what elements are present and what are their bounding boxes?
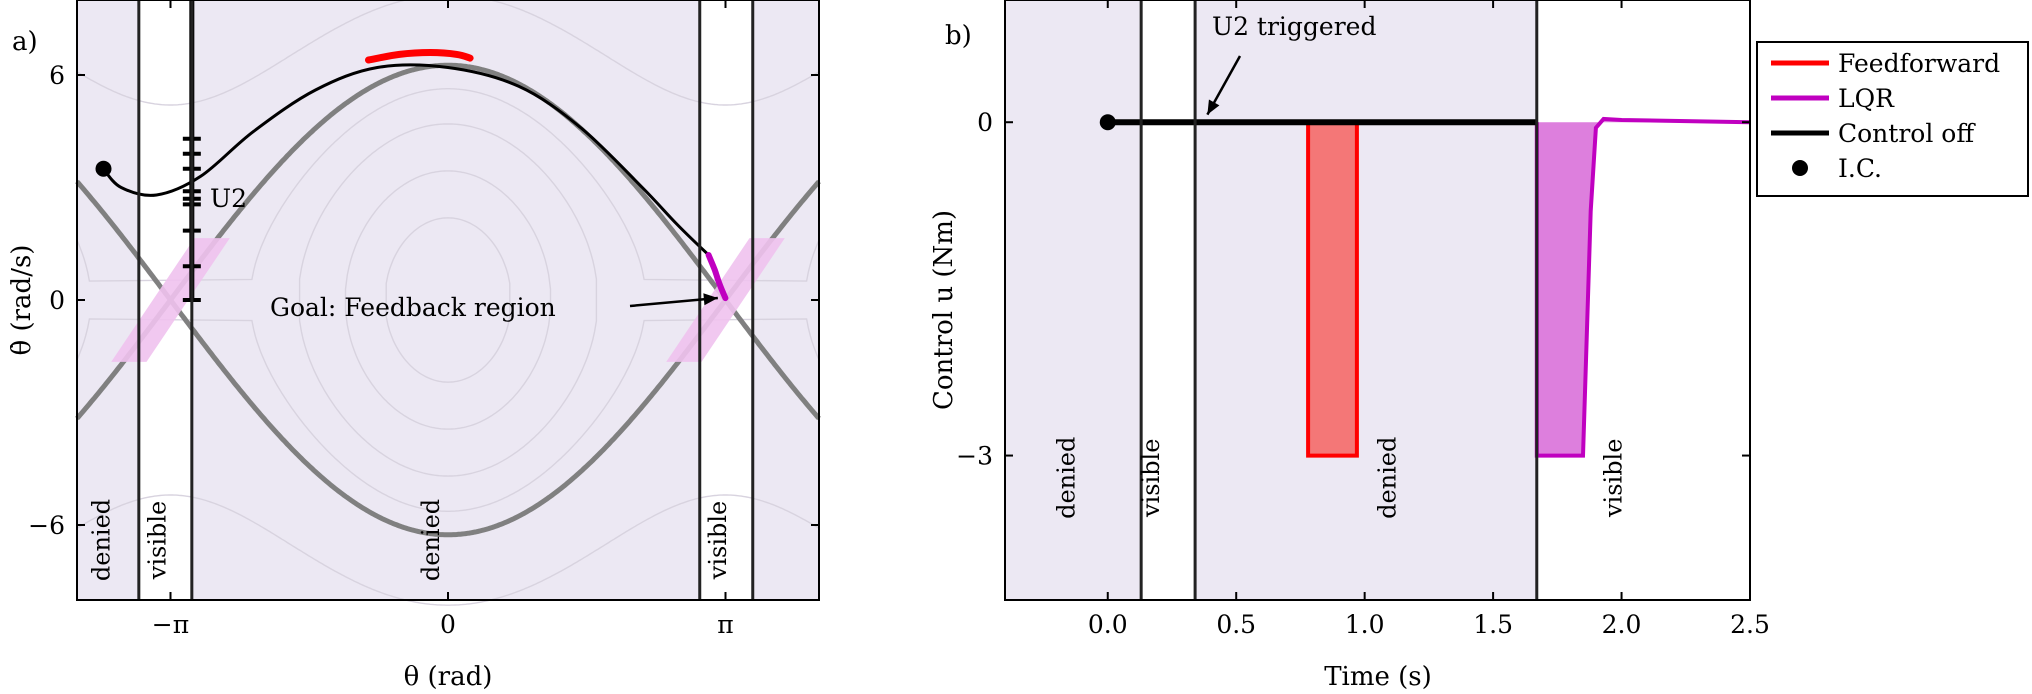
legend-swatch-3 [1792, 160, 1808, 176]
x-tick-label: 1.0 [1345, 610, 1385, 639]
region-denied [1195, 0, 1537, 600]
energy-contour [344, 170, 552, 430]
region-visible [1141, 0, 1196, 600]
lqr-line [1534, 116, 1751, 458]
y-tick-label: −3 [956, 442, 993, 471]
x-tick-label: 0 [440, 610, 456, 639]
x-tick-label: 2.5 [1730, 610, 1770, 639]
panel-a-regions [77, 0, 819, 600]
u2-label: U2 [210, 184, 247, 213]
feedforward-line [1306, 122, 1359, 458]
initial-condition-dot [95, 160, 112, 177]
feedback-region [111, 238, 230, 362]
panel-b-region-labels: denied visible denied visible [1052, 437, 1627, 519]
legend-label-3: I.C. [1838, 154, 1882, 183]
region-label-denied: denied [1374, 437, 1402, 519]
legend-label-1: LQR [1838, 84, 1895, 113]
initial-condition-dot [1099, 114, 1116, 131]
trajectory-control-off [102, 63, 710, 257]
legend-label-0: Feedforward [1838, 49, 2000, 78]
goal-arrow-head [703, 293, 718, 306]
legend-label-2: Control off [1838, 119, 1976, 148]
panel-a-frame [76, 0, 820, 601]
energy-contour [298, 123, 598, 477]
region-denied [191, 0, 700, 600]
legend: Feedforward LQR Control off I.C. [1756, 41, 2029, 197]
panel-a-region-labels: denied visible denied visible [88, 499, 733, 581]
region-label-denied: denied [1052, 437, 1080, 519]
trajectory-lqr [705, 252, 729, 302]
energy-contour [76, 0, 820, 106]
panel-a-ylabel: θ̇ (rad/s) [7, 245, 37, 356]
x-tick-label: 2.0 [1602, 610, 1642, 639]
energy-contour [385, 217, 511, 383]
panel-b-label: b) [945, 21, 972, 51]
x-tick-label: π [717, 610, 733, 639]
region-label-visible: visible [704, 501, 732, 580]
x-tick-label: −π [152, 610, 189, 639]
panel-b-ticks: 0.0 0.5 1.0 1.5 2.0 2.5 0 −3 [956, 0, 1770, 639]
feedforward-fill [1308, 122, 1357, 456]
trajectory-feedforward [365, 48, 474, 64]
y-tick-label: 0 [977, 108, 993, 137]
panel-b-frame [1004, 0, 1751, 601]
region-label-visible: visible [1137, 439, 1165, 518]
region-label-visible: visible [143, 501, 171, 580]
y-tick-label: 0 [49, 286, 65, 315]
region-label-visible: visible [1600, 439, 1628, 518]
panel-b-regions [1005, 0, 1750, 600]
region-denied [1005, 0, 1142, 600]
panel-a-xlabel: θ (rad) [404, 662, 493, 692]
region-denied [752, 0, 819, 600]
region-label-denied: denied [417, 499, 445, 581]
panel-a: a) denied visible denied visible U2 Goal: F… [7, 0, 821, 692]
goal-annotation: Goal: Feedback region [270, 293, 556, 322]
panel-a-ticks: −π 0 π 6 0 −6 [28, 0, 819, 639]
u2-triggered-arrow [1206, 55, 1242, 116]
region-denied [77, 0, 139, 600]
u2-arrow-head [1207, 99, 1220, 115]
legend-items: Feedforward LQR Control off I.C. [1771, 49, 2000, 183]
region-label-denied: denied [88, 499, 116, 581]
panel-a-trajectories [95, 48, 729, 302]
panel-b: b) denied visible denied visible U2 trigger… [929, 0, 1770, 692]
panel-a-label: a) [12, 27, 38, 57]
x-tick-label: 0.0 [1088, 610, 1128, 639]
panel-b-lines [1099, 114, 1751, 458]
y-tick-label: −6 [28, 511, 65, 540]
x-tick-label: 1.5 [1473, 610, 1513, 639]
goal-arrow-shaft [629, 296, 718, 308]
x-tick-label: 0.5 [1216, 610, 1256, 639]
panel-b-boundaries [1139, 0, 1539, 600]
u2-triggered-annotation: U2 triggered [1212, 12, 1376, 41]
goal-annotation-arrow [629, 293, 718, 308]
energy-contour [76, 494, 820, 606]
panel-b-ylabel: Control u (Nm) [929, 210, 959, 410]
panel-b-xlabel: Time (s) [1324, 662, 1432, 692]
y-tick-label: 6 [49, 61, 65, 90]
